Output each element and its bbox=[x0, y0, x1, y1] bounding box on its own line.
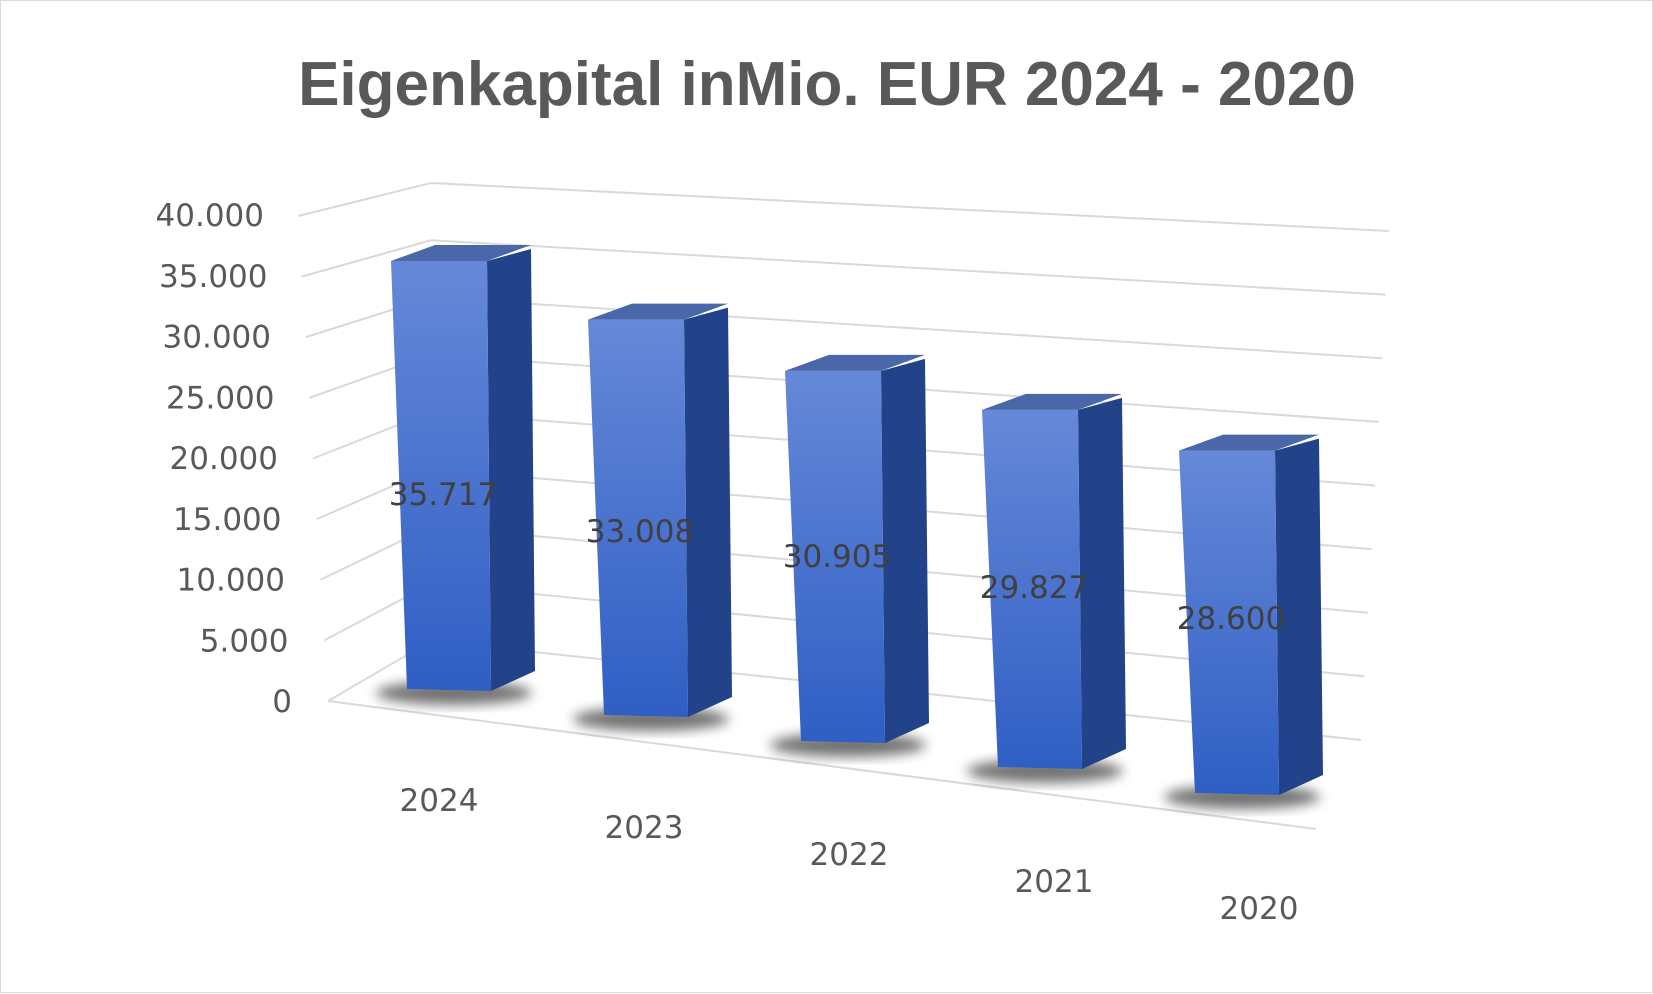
bar-top bbox=[588, 303, 728, 320]
y-tick-label: 10.000 bbox=[177, 563, 285, 599]
data-label: 30.905 bbox=[783, 539, 891, 575]
bar-top bbox=[785, 354, 925, 371]
y-tick-label: 40.000 bbox=[156, 198, 264, 234]
y-tick-label: 15.000 bbox=[173, 502, 281, 538]
bar-side bbox=[1275, 438, 1323, 795]
bar-front bbox=[785, 370, 885, 743]
bar-side bbox=[684, 307, 732, 717]
bar-side bbox=[1078, 397, 1126, 769]
bar-front bbox=[391, 261, 491, 691]
bar-2021: 29.827 bbox=[967, 393, 1126, 783]
gridline bbox=[297, 181, 1390, 232]
y-tick-label: 30.000 bbox=[163, 320, 271, 356]
y-tick-label: 20.000 bbox=[170, 441, 278, 477]
data-label: 33.008 bbox=[586, 514, 694, 550]
bars: 35.717 33.008 30.905 29.827 28.600 bbox=[376, 245, 1323, 809]
bar-side bbox=[487, 249, 535, 691]
bar-2023: 33.008 bbox=[573, 303, 732, 731]
y-tick-label: 25.000 bbox=[166, 380, 274, 416]
bar-2020: 28.600 bbox=[1164, 434, 1323, 809]
x-tick-label: 2022 bbox=[810, 837, 889, 873]
floor-edge bbox=[327, 700, 1317, 830]
x-axis-tick-labels: 2024 2023 2022 2021 2020 bbox=[400, 783, 1299, 927]
x-tick-label: 2020 bbox=[1220, 891, 1299, 927]
x-tick-label: 2023 bbox=[605, 810, 684, 846]
bar-front bbox=[982, 409, 1082, 769]
data-label: 28.600 bbox=[1177, 601, 1285, 637]
y-tick-label: 0 bbox=[272, 684, 292, 720]
bar-2022: 30.905 bbox=[770, 354, 929, 757]
data-label: 29.827 bbox=[980, 570, 1088, 606]
bar-top bbox=[391, 245, 531, 261]
bar-side bbox=[881, 358, 929, 743]
gridline bbox=[301, 239, 1386, 296]
chart-title: Eigenkapital inMio. EUR 2024 - 2020 bbox=[298, 50, 1356, 119]
x-tick-label: 2021 bbox=[1015, 864, 1094, 900]
x-tick-label: 2024 bbox=[400, 783, 479, 819]
bar-front bbox=[588, 319, 688, 717]
bar-2024: 35.717 bbox=[376, 245, 535, 705]
y-axis-tick-labels: 0 5.000 10.000 15.000 20.000 25.000 30.000 35.0… bbox=[156, 198, 292, 720]
bar-front bbox=[1179, 450, 1279, 795]
y-tick-label: 5.000 bbox=[200, 623, 289, 659]
bar-top bbox=[1179, 434, 1319, 451]
data-label: 35.717 bbox=[389, 477, 497, 513]
y-tick-label: 35.000 bbox=[159, 259, 267, 295]
bar-top bbox=[982, 393, 1122, 410]
